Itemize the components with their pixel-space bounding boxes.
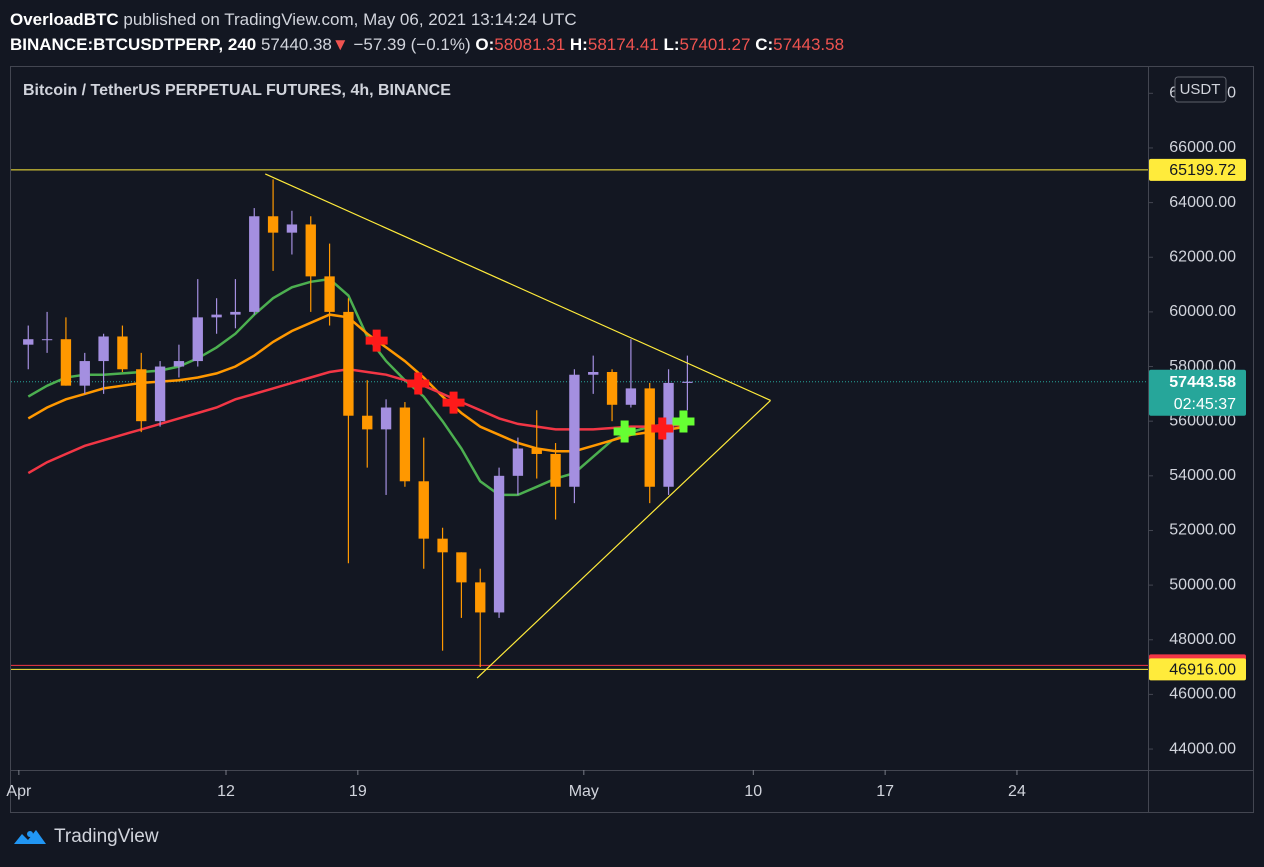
candle-body <box>625 388 637 405</box>
candle-body <box>136 369 147 422</box>
candle-body <box>493 475 505 613</box>
y-tick-label: 48000.00 <box>1169 631 1236 648</box>
author: OverloadBTC <box>10 10 119 29</box>
last: 57440.38 <box>260 35 332 54</box>
y-tick-label: 46000.00 <box>1169 686 1236 703</box>
x-tick-label: Apr <box>6 783 32 800</box>
candle-body <box>399 407 411 482</box>
candle-body <box>79 361 90 386</box>
y-tick-label: 50000.00 <box>1169 576 1236 593</box>
candle-body <box>569 374 580 487</box>
candle-body <box>437 538 448 553</box>
price-label-box <box>1149 658 1246 681</box>
candle-body <box>173 361 185 367</box>
candle-body <box>154 366 166 422</box>
y-tick-label: 52000.00 <box>1169 522 1236 539</box>
x-tick-label: 24 <box>1008 783 1026 800</box>
candle-body <box>117 336 128 370</box>
open: 58081.31 <box>494 35 566 54</box>
candle-body <box>98 336 109 362</box>
candle-body <box>531 448 542 454</box>
l-label: L: <box>663 35 680 54</box>
candle-body <box>192 317 203 362</box>
brand-logo <box>14 830 46 844</box>
y-tick-label: 60000.00 <box>1169 303 1236 320</box>
symbol: BINANCE:BTCUSDTPERP, 240 <box>10 35 257 54</box>
candle-body <box>267 216 279 233</box>
price-label-box <box>1149 158 1246 181</box>
candle-body <box>60 339 72 386</box>
axes: 44000.00 46000.00 48000.00 50000.00 52000.00… <box>6 85 1246 800</box>
price-label: 65199.72 <box>1169 162 1236 179</box>
candle-body <box>380 407 392 430</box>
trend-line <box>476 399 771 679</box>
signal-cross <box>672 410 695 433</box>
header: OverloadBTC published on TradingView.com… <box>10 7 844 57</box>
last-price-label: 57443.58 <box>1169 374 1236 391</box>
candle-body <box>362 415 373 430</box>
last-price-box <box>1149 369 1246 416</box>
signal-cross <box>442 391 465 414</box>
x-tick-label: 10 <box>744 783 762 800</box>
low: 57401.27 <box>679 35 751 54</box>
h-label: H: <box>569 35 588 54</box>
arrow: ▼ <box>331 35 349 54</box>
candle-body <box>305 224 316 277</box>
candle-body <box>324 276 335 312</box>
c-label: C: <box>755 35 774 54</box>
candle-body <box>286 224 298 233</box>
currency[interactable]: USDT <box>1180 81 1221 98</box>
y-tick-label: 44000.00 <box>1169 740 1236 757</box>
y-tick-label: 64000.00 <box>1169 194 1236 211</box>
y-tick-label: 56000.00 <box>1169 412 1236 429</box>
y-tick-label: 62000.00 <box>1169 248 1236 265</box>
countdown: 02:45:37 <box>1174 396 1236 413</box>
signal-cross <box>365 329 388 352</box>
candle-body <box>418 481 429 539</box>
candle-body <box>663 382 674 487</box>
candle-body <box>475 582 486 613</box>
x-tick-label: May <box>569 783 599 800</box>
chart-frame <box>10 66 1254 813</box>
close: 57443.58 <box>773 35 845 54</box>
signal-cross <box>407 372 430 395</box>
x-tick-label: 12 <box>217 783 235 800</box>
candle-body <box>682 381 693 383</box>
footer: TradingView <box>12 826 159 848</box>
high: 58174.41 <box>587 35 659 54</box>
candle-body <box>23 339 34 345</box>
candle-body <box>249 216 260 312</box>
candle-body <box>343 311 354 416</box>
x-tick-label: 17 <box>876 783 894 800</box>
o-label: O: <box>475 35 495 54</box>
x-tick-label: 19 <box>349 783 367 800</box>
candle-body <box>41 339 53 341</box>
change: −57.39 (−0.1%) <box>353 35 471 54</box>
price-label: 46916.00 <box>1169 662 1236 679</box>
candle-body <box>211 314 222 318</box>
y-tick-label: 66000.00 <box>1169 139 1236 156</box>
published: published on TradingView.com, May 06, 20… <box>118 10 577 29</box>
candle-body <box>588 371 599 375</box>
signal-cross <box>613 420 636 443</box>
candle-body <box>456 552 467 583</box>
header-line: OverloadBTC published on TradingView.com… <box>10 7 844 32</box>
y-tick-label: 54000.00 <box>1169 467 1236 484</box>
candle-body <box>644 388 655 487</box>
candle-body <box>230 311 241 315</box>
candle-body <box>512 448 524 476</box>
candle-body <box>606 371 618 405</box>
signal-cross <box>651 417 674 440</box>
trend-line <box>264 173 771 401</box>
plot-area <box>11 169 1148 679</box>
currency-button[interactable] <box>1174 76 1227 103</box>
chart-title: Bitcoin / TetherUS PERPETUAL FUTURES, 4h… <box>23 82 451 99</box>
candle-body <box>550 453 561 487</box>
header-line: BINANCE:BTCUSDTPERP, 240 57440.38▼ −57.3… <box>10 32 844 57</box>
brand: TradingView <box>54 826 159 847</box>
